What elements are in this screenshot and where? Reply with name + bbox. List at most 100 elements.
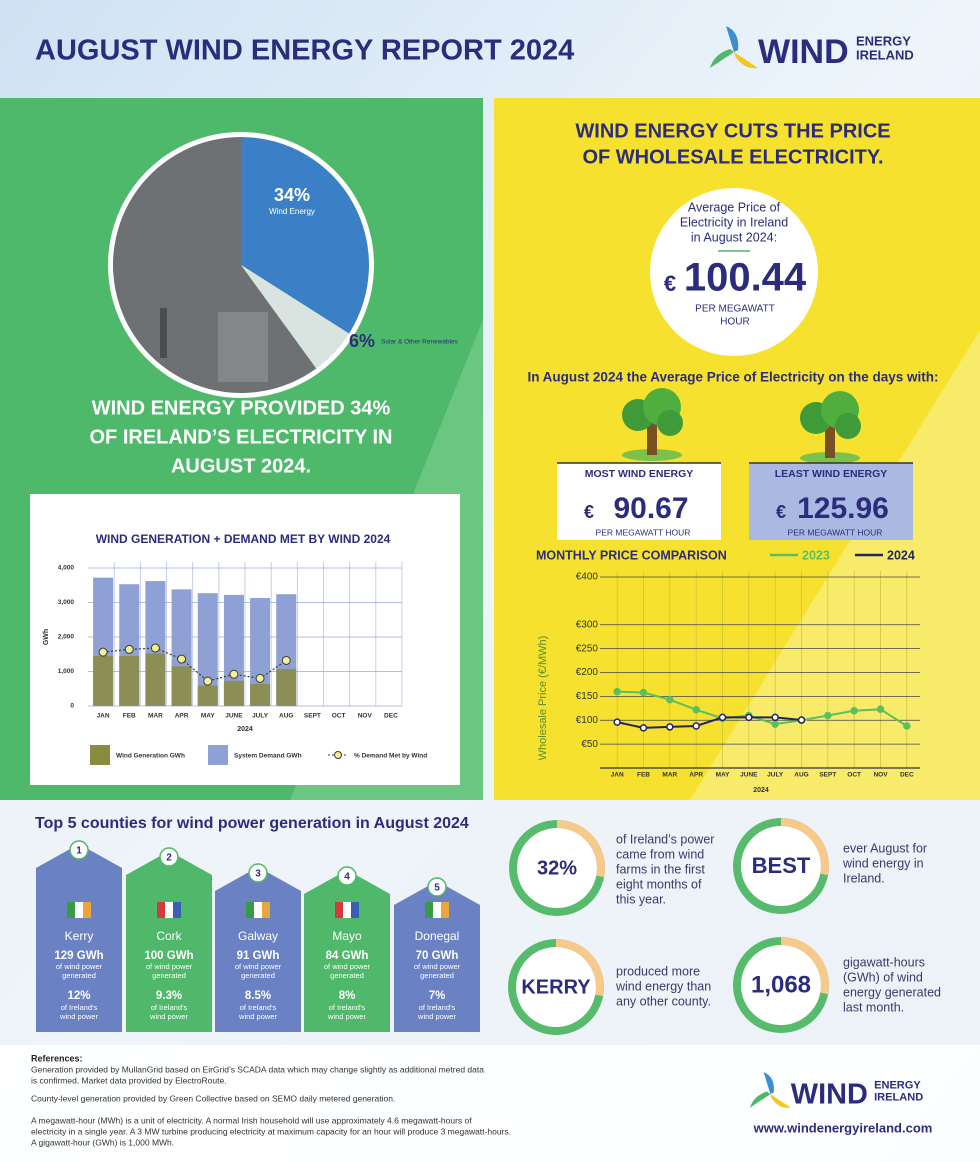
avg-unit: PER MEGAWATT — [695, 304, 775, 315]
line-point — [639, 724, 648, 732]
price-circle — [650, 188, 818, 356]
stat-ring-bg — [508, 939, 604, 1035]
county-note: generated — [62, 971, 96, 980]
pie-value-label: 6% — [349, 331, 375, 351]
stat-text: ever August for — [843, 841, 927, 855]
bar — [223, 680, 244, 706]
line-point — [692, 722, 700, 730]
logo-blade — [710, 49, 734, 68]
y-tick-label: 2,000 — [58, 634, 75, 641]
website-url: www.windenergyireland.com — [753, 1120, 933, 1135]
stat-value: KERRY — [521, 976, 591, 998]
stat-ring-accent — [509, 820, 605, 916]
county-flag-stripe — [335, 902, 343, 918]
x-tick-label: AUG — [794, 772, 808, 779]
county-note: of Ireland’s — [419, 1003, 456, 1012]
x-tick-label: AUG — [279, 713, 293, 720]
legend-point — [334, 751, 342, 759]
county-column — [36, 844, 122, 1032]
price-box-unit: PER MEGAWATT HOUR — [596, 527, 691, 537]
avg-value: 100.44 — [684, 256, 807, 300]
x-tick-label: JAN — [97, 713, 110, 720]
county-flag-stripe — [173, 902, 181, 918]
line-point — [203, 676, 213, 686]
line-point — [797, 716, 806, 724]
county-name: Kerry — [65, 929, 94, 943]
legend-label: System Demand GWh — [234, 753, 302, 760]
county-note: of wind power — [324, 962, 371, 971]
line-point — [824, 711, 832, 720]
line-point — [718, 713, 727, 722]
county-note: of wind power — [146, 962, 193, 971]
rank-badge — [337, 866, 357, 886]
stat-text: came from wind — [616, 847, 704, 861]
bar — [276, 669, 297, 706]
stat-value: 32% — [537, 857, 577, 879]
avg-label: in August 2024: — [691, 230, 777, 244]
county-column — [126, 851, 212, 1032]
logo-line: ENERGY — [856, 33, 911, 48]
county-note: of Ireland’s — [329, 1003, 366, 1012]
county-gwh: 70 GWh — [416, 950, 459, 962]
stat-ring-bg — [733, 937, 829, 1033]
county-pct: 12% — [67, 990, 90, 1002]
county-note: of Ireland’s — [151, 1003, 188, 1012]
rank-number: 2 — [166, 853, 172, 864]
county-note: wind power — [417, 1012, 456, 1021]
county-note: generated — [241, 971, 275, 980]
legend-swatch — [90, 745, 110, 765]
price-box — [749, 463, 913, 540]
x-tick-label: JAN — [611, 772, 624, 779]
pie-slice — [241, 137, 369, 334]
rank-number: 1 — [76, 846, 82, 857]
stat-text: farms in the first — [616, 862, 705, 876]
line-point — [903, 722, 911, 730]
y-tick-label: 3,000 — [58, 599, 75, 606]
x-tick-label: JULY — [252, 713, 269, 720]
y-axis-label: Wholesale Price (€/MWh) — [537, 636, 549, 761]
line-point — [177, 654, 187, 664]
y-tick-label: 0 — [70, 703, 74, 710]
county-note: of Ireland’s — [240, 1003, 277, 1012]
county-flag-stripe — [425, 902, 433, 918]
stat-ring-accent — [733, 818, 829, 914]
x-axis-label: 2024 — [237, 726, 253, 733]
line-point — [255, 673, 265, 683]
y-tick-label: €50 — [581, 739, 598, 750]
rank-number: 3 — [255, 869, 261, 880]
stat-text: last month. — [843, 1000, 904, 1014]
avg-label: Average Price of — [688, 200, 781, 214]
stat-text: Ireland. — [843, 871, 885, 885]
y-tick-label: €300 — [576, 619, 599, 630]
logo-line: IRELAND — [874, 1091, 923, 1103]
x-tick-label: NOV — [358, 713, 373, 720]
county-note: of Ireland’s — [61, 1003, 98, 1012]
county-note: of wind power — [414, 962, 461, 971]
x-tick-label: MAY — [716, 772, 731, 779]
legend-label: 2024 — [887, 548, 915, 562]
price-box — [557, 463, 721, 540]
right-headline: OF WHOLESALE ELECTRICITY. — [582, 146, 883, 168]
references-text: is confirmed. Market data provided by El… — [31, 1075, 227, 1085]
county-pct: 8% — [339, 990, 356, 1002]
logo-line: ENERGY — [874, 1080, 921, 1092]
stat-text: (GWh) of wind — [843, 970, 923, 984]
county-name: Cork — [156, 929, 182, 943]
county-note: generated — [152, 971, 186, 980]
legend-label: Wind Generation GWh — [116, 753, 185, 760]
county-note: wind power — [59, 1012, 98, 1021]
stat-value: 1,068 — [751, 971, 811, 998]
canopy — [835, 413, 861, 439]
line-point — [771, 720, 779, 728]
logo-word: WIND — [758, 33, 849, 71]
bar — [250, 683, 271, 706]
county-gwh: 129 GWh — [54, 950, 103, 962]
stat-text: eight months of — [616, 877, 702, 891]
chart-title: WIND GENERATION + DEMAND MET BY WIND 202… — [96, 532, 391, 546]
left-headline: OF IRELAND’S ELECTRICITY IN — [90, 426, 393, 448]
x-tick-label: OCT — [332, 713, 346, 720]
logo-blade — [770, 1094, 791, 1108]
county-gwh: 100 GWh — [144, 950, 193, 962]
price-box-label: MOST WIND ENERGY — [585, 468, 694, 480]
line-series — [616, 716, 802, 729]
